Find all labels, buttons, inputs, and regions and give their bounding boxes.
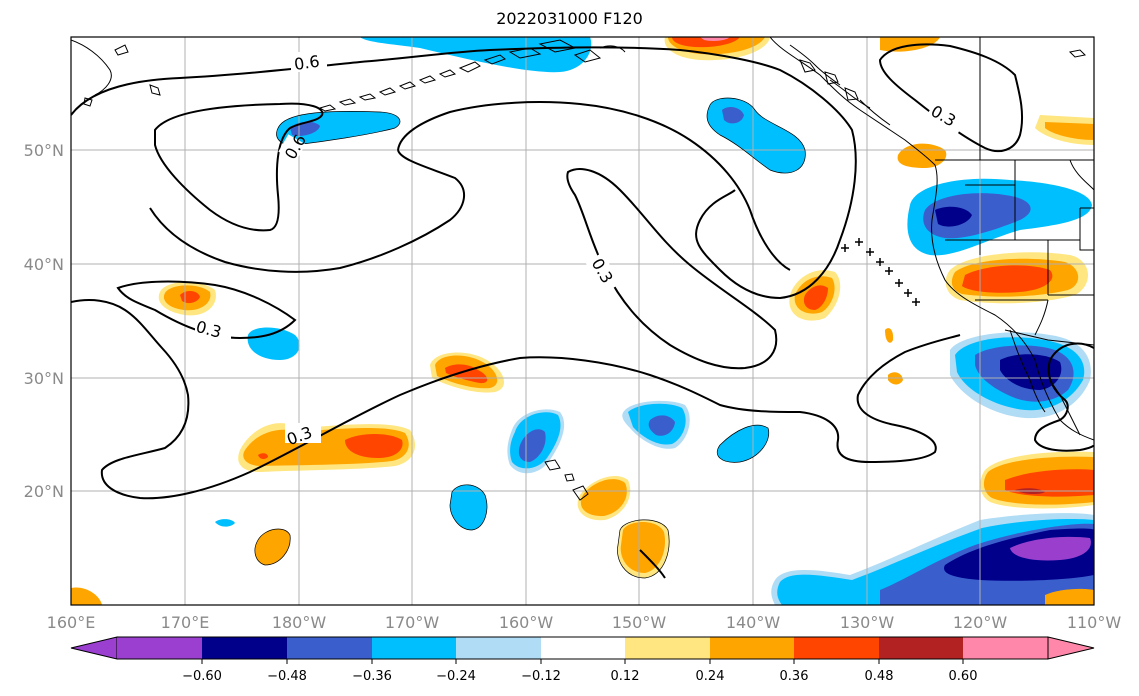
colorbar-tick-label: 0.60	[949, 669, 978, 684]
colorbar-tick-label: 0.48	[865, 669, 894, 684]
contour-line	[149, 149, 465, 273]
map-plot-area: 0.6 0.6 0.3 0.3 0.3 0.3	[71, 37, 1094, 605]
colorbar-tick-label: −0.60	[182, 669, 222, 684]
colorbar-extend-max	[1047, 636, 1095, 660]
colorbar-tick-label: −0.24	[436, 669, 476, 684]
colorbar-segment	[541, 637, 625, 659]
colorbar-tick-label: −0.48	[267, 669, 307, 684]
lon-label: 120°W	[953, 613, 1008, 632]
colorbar-segment	[879, 637, 963, 659]
anomaly-blob	[360, 37, 592, 73]
colorbar-segment	[117, 637, 202, 659]
anomaly-blob	[1045, 588, 1094, 605]
lon-axis-labels: 160°E 170°E 180°W 170°W 160°W 150°W 140°…	[47, 613, 1122, 632]
colorbar-segment	[202, 637, 287, 659]
contour-line	[71, 299, 961, 500]
colorbar: −0.60 −0.48 −0.36 −0.24 −0.12 0.12 0.24 …	[70, 636, 1095, 684]
contour-line	[154, 102, 324, 232]
colorbar-tick-label: 0.12	[611, 669, 640, 684]
lon-label: 170°E	[161, 613, 210, 632]
coastlines	[71, 37, 1094, 501]
anomaly-blob	[254, 528, 291, 565]
lon-label: 140°W	[726, 613, 781, 632]
plus-markers	[841, 238, 920, 306]
lat-label: 40°N	[24, 255, 64, 274]
lat-label: 50°N	[24, 141, 64, 160]
anomaly-blob	[717, 425, 769, 463]
lat-label: 30°N	[24, 369, 64, 388]
contour-label: 0.6	[293, 52, 321, 74]
lon-label: 130°W	[840, 613, 895, 632]
colorbar-tick-label: −0.12	[521, 669, 561, 684]
anomaly-blob	[215, 519, 235, 527]
colorbar-tick-label: −0.36	[352, 669, 392, 684]
lat-label: 20°N	[24, 482, 64, 501]
contour-line	[878, 43, 1024, 153]
colorbar-segment	[710, 637, 794, 659]
lon-label: 110°W	[1067, 613, 1122, 632]
contour-line	[397, 101, 791, 271]
lon-label: 150°W	[612, 613, 667, 632]
colorbar-extend-min	[70, 636, 118, 660]
colorbar-segment	[456, 637, 541, 659]
colorbar-tick-label: 0.24	[696, 669, 725, 684]
anomaly-blob	[276, 111, 400, 146]
plot-frame	[70, 36, 1095, 606]
colorbar-segment	[625, 637, 710, 659]
anomaly-blob	[880, 37, 940, 52]
colorbar-segment	[794, 637, 879, 659]
lon-label: 160°W	[499, 613, 554, 632]
anomaly-blob	[71, 587, 102, 605]
colorbar-segment	[963, 637, 1048, 659]
contour-line	[1033, 342, 1094, 452]
map-title: 2022031000 F120	[496, 9, 643, 28]
graticule	[71, 37, 1094, 605]
contour-labels: 0.6 0.6 0.3 0.3 0.3 0.3	[194, 52, 967, 449]
colorbar-tick-label: 0.36	[780, 669, 809, 684]
lon-label: 180°W	[272, 613, 327, 632]
lon-label: 170°W	[385, 613, 440, 632]
colorbar-segment	[287, 637, 372, 659]
lat-axis-labels: 20°N 30°N 40°N 50°N	[24, 141, 64, 501]
anomaly-blob	[885, 328, 894, 343]
lon-label: 160°E	[47, 613, 96, 632]
contour-line	[639, 549, 666, 579]
contour-line	[566, 168, 778, 370]
contour-line	[116, 280, 297, 340]
colorbar-segment	[372, 637, 456, 659]
anomaly-blob	[450, 484, 487, 530]
